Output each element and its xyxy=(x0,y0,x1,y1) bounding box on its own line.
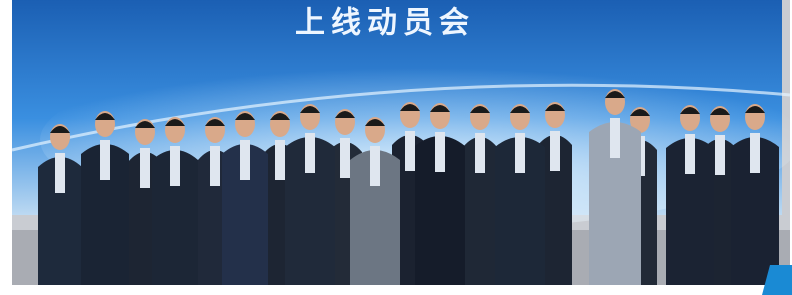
shirt xyxy=(475,133,485,173)
shirt xyxy=(370,146,380,186)
shirt xyxy=(685,134,695,174)
shirt xyxy=(275,140,285,180)
shirt xyxy=(55,153,65,193)
shirt xyxy=(515,133,525,173)
shirt xyxy=(210,146,220,186)
shirt xyxy=(405,131,415,171)
shirt xyxy=(610,118,620,158)
shirt xyxy=(305,133,315,173)
shirt xyxy=(240,140,250,180)
shirt xyxy=(550,131,560,171)
shirt xyxy=(750,133,760,173)
banner-title: 上线动员会 xyxy=(295,6,475,41)
shirt xyxy=(170,146,180,186)
shirt xyxy=(140,148,150,188)
page: 上线动员会 (() => { const data = JSON.parse(d… xyxy=(0,0,792,295)
shirt xyxy=(340,138,350,178)
shirt xyxy=(435,132,445,172)
shirt xyxy=(100,140,110,180)
shirt xyxy=(715,135,725,175)
photo: 上线动员会 xyxy=(0,0,792,295)
